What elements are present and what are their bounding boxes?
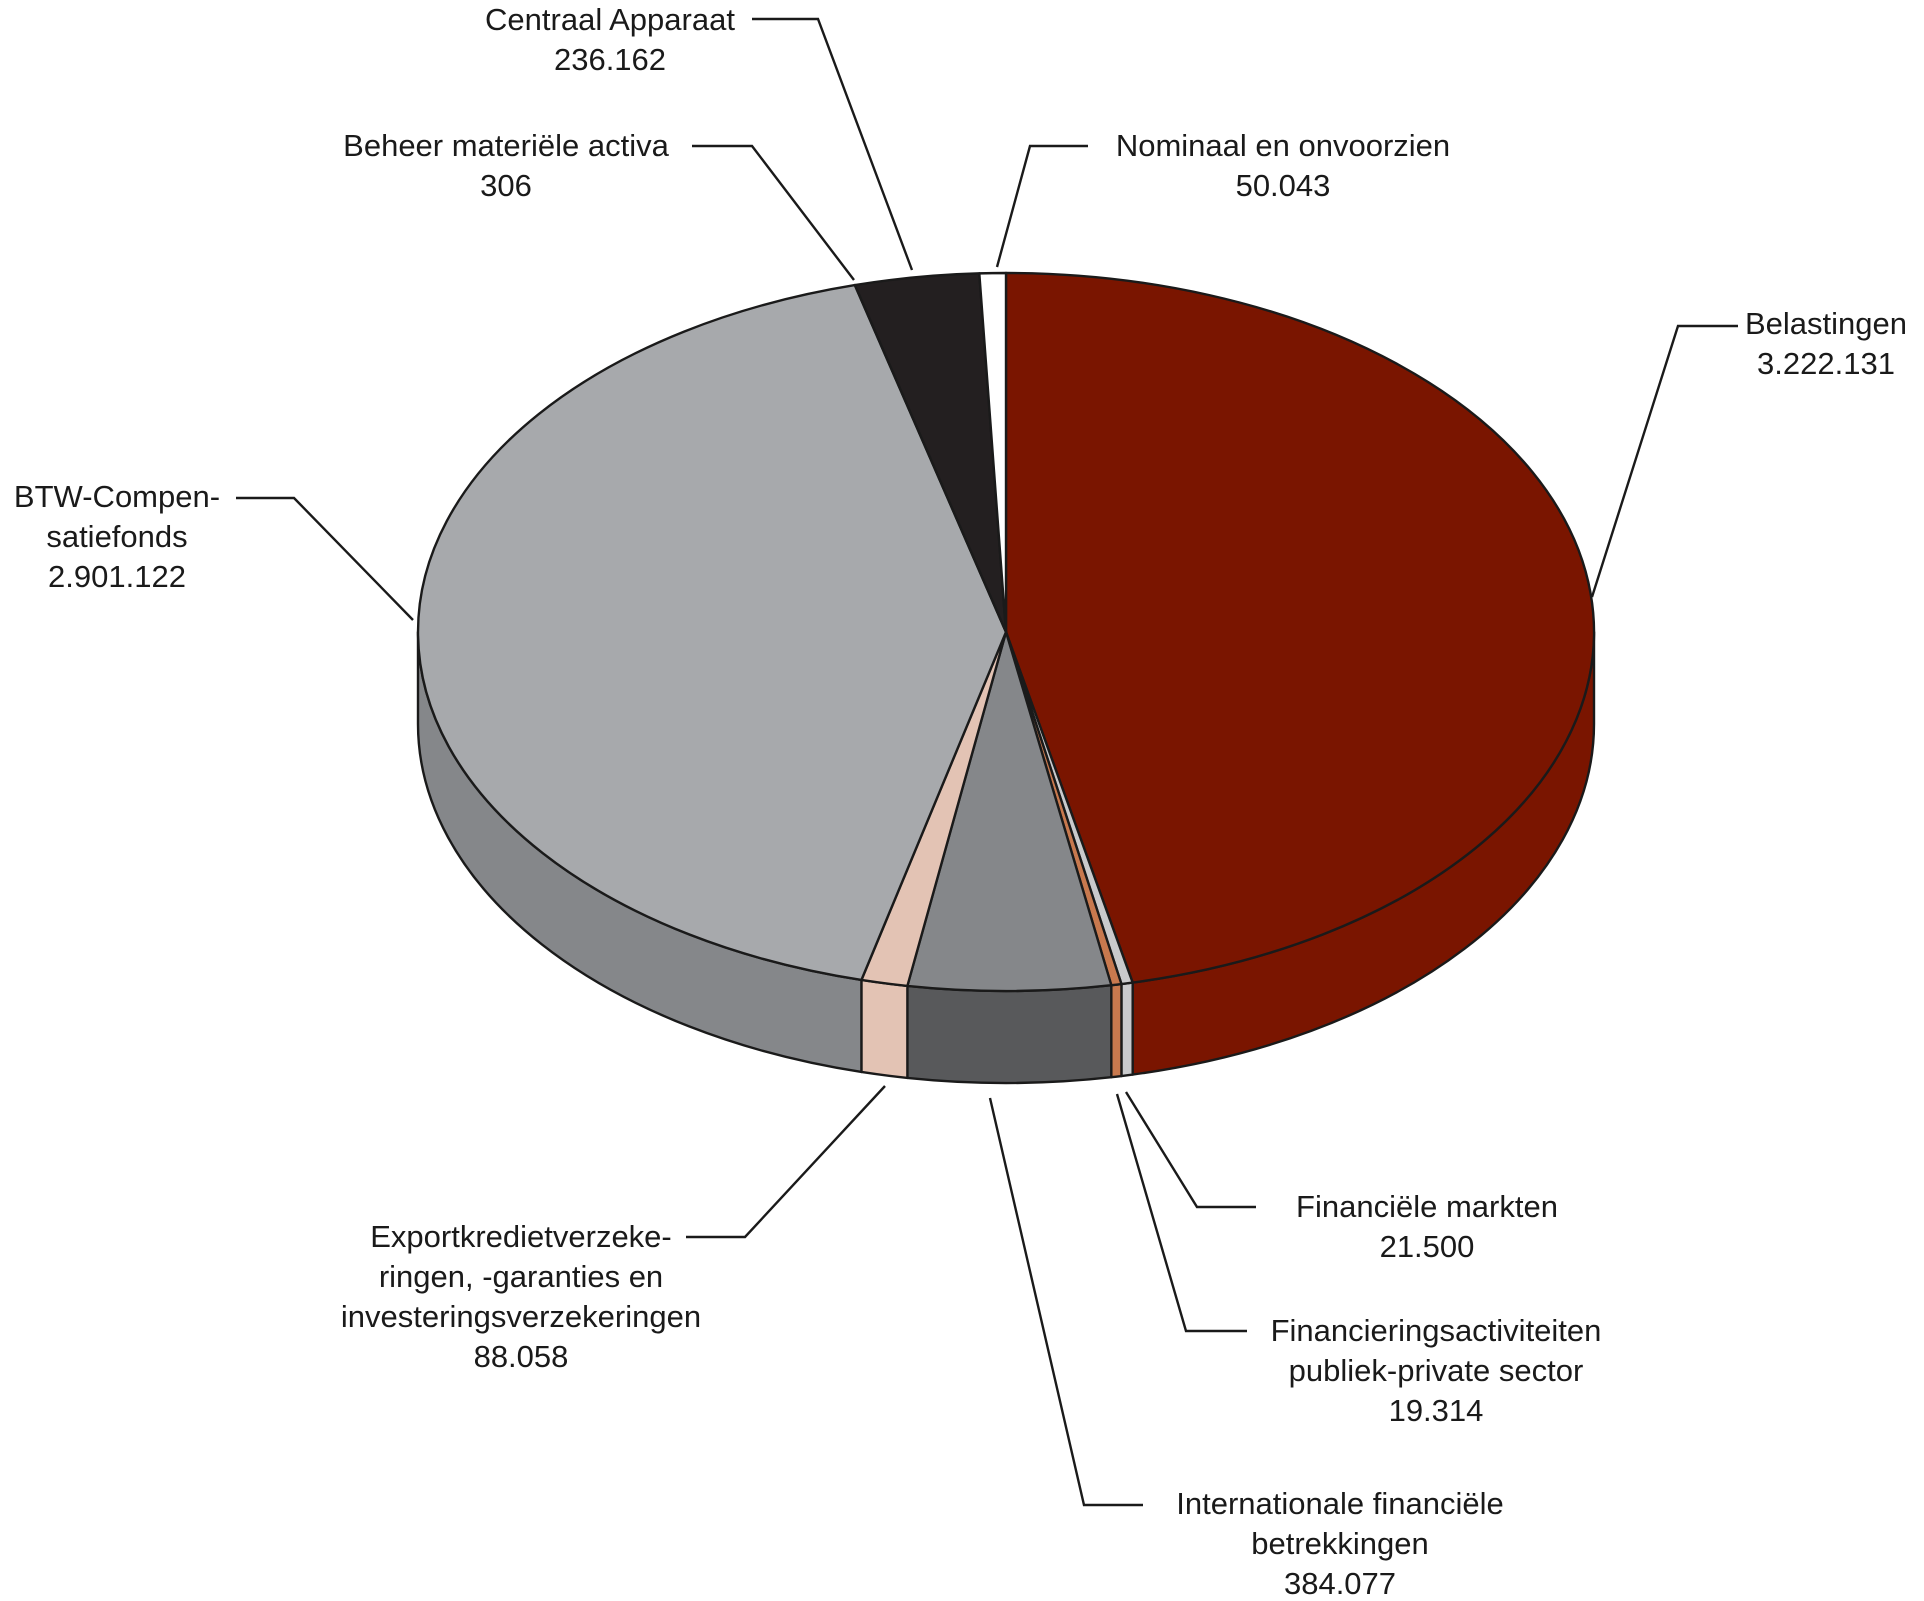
side-wall-financieringsactiviteiten-publiek-private-sector [1110,982,1123,1079]
label-line: 21.500 [1380,1229,1475,1264]
leader-line [692,144,855,281]
label-leader-lines [236,17,1738,1507]
side-wall-financiele-markten [1120,981,1134,1078]
slice-label: Centraal Apparaat 236.162 [485,2,735,77]
leader-line [1124,1091,1256,1209]
slice-btw-compensatiefonds [416,283,1008,982]
slice-labels: Centraal Apparaat 236.162 Beheer materiële… [14,2,1907,1601]
leader-line [236,496,414,621]
label-line: Nominaal en onvoorzien [1116,128,1450,163]
label-line: satiefonds [46,519,187,554]
label-line: 3.222.131 [1757,346,1895,381]
slice-nominaal-en-onvoorzien [978,271,1008,634]
leader-line [752,17,914,271]
side-wall-exportkredietverzekeringen-garanties-en-investeringsverzekeringen [860,978,909,1080]
leader-line [686,1085,886,1239]
side-wall-internationale-financiele-betrekkingen [906,983,1113,1085]
label-line: investeringsverzekeringen [341,1299,701,1334]
label-line: 236.162 [554,42,666,77]
slice-label: Internationale financiële betrekkingen 384… [1176,1486,1503,1601]
label-line: Exportkredietverzeke- [370,1219,672,1254]
label-line: Belastingen [1745,306,1907,341]
label-line: Internationale financiële [1176,1486,1503,1521]
label-line: publiek-private sector [1289,1353,1584,1388]
slice-belastingen [1004,271,1596,984]
leader-line [988,1097,1143,1507]
label-line: 306 [480,168,532,203]
label-line: betrekkingen [1251,1526,1429,1561]
slice-internationale-financiele-betrekkingen [906,630,1113,993]
label-line: Financiële markten [1296,1189,1558,1224]
label-line: Beheer materiële activa [343,128,669,163]
slice-label: Financieringsactiviteiten publiek-private… [1271,1313,1602,1428]
slice-label: Financiële markten 21.500 [1296,1189,1558,1264]
slice-label: Exportkredietverzeke-ringen, -garanties … [341,1219,701,1374]
slice-label: Belastingen 3.222.131 [1745,306,1907,381]
label-line: 88.058 [474,1339,569,1374]
pie-top-slices [416,271,1596,993]
leader-line [995,144,1088,268]
label-line: 19.314 [1389,1393,1484,1428]
label-line: 2.901.122 [48,559,186,594]
slice-label: BTW-Compen-satiefonds 2.901.122 [14,479,220,594]
leader-line [1590,324,1738,598]
label-line: 50.043 [1236,168,1331,203]
slice-label: Nominaal en onvoorzien 50.043 [1116,128,1450,203]
slice-label: Beheer materiële activa 306 [343,128,669,203]
label-line: BTW-Compen- [14,479,220,514]
label-line: Centraal Apparaat [485,2,735,37]
label-line: 384.077 [1284,1566,1396,1601]
label-line: Financieringsactiviteiten [1271,1313,1602,1348]
label-line: ringen, -garanties en [379,1259,663,1294]
leader-line [1115,1093,1247,1333]
